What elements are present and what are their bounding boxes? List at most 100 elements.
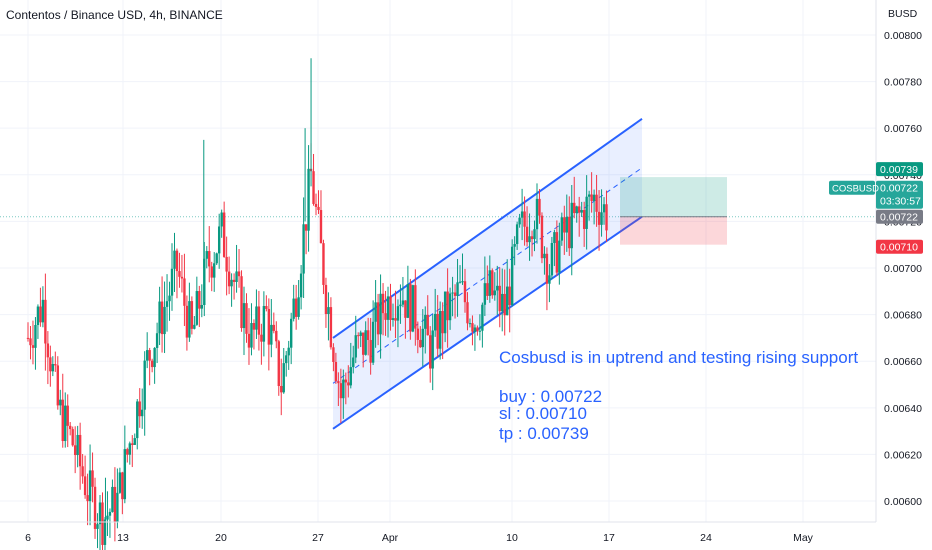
candle-body <box>88 470 92 502</box>
candle-body <box>560 217 564 241</box>
currency-label: BUSD <box>888 8 918 20</box>
symbol-tag-label: COSBUSD <box>832 184 879 195</box>
candle-body <box>217 226 221 254</box>
candle-body <box>533 229 536 240</box>
candle-body <box>506 286 509 316</box>
candle-body <box>289 318 293 348</box>
candle-body <box>605 204 608 231</box>
candle-body <box>101 502 104 545</box>
candle-body <box>96 524 99 529</box>
candle-body <box>389 296 392 321</box>
candle-body <box>471 323 474 332</box>
candle-body <box>424 314 427 329</box>
candle-body <box>347 382 350 386</box>
candle-body <box>240 276 243 329</box>
candle-body <box>376 302 380 335</box>
candle-body <box>165 301 169 307</box>
candle-body <box>431 330 434 369</box>
candle-body <box>245 303 248 334</box>
candle-body <box>41 299 45 323</box>
time-tick-label: 24 <box>700 532 712 544</box>
candle-body <box>590 194 593 201</box>
candle-body <box>501 293 504 312</box>
channel-lower-line[interactable] <box>332 215 643 430</box>
candle-body <box>113 486 117 522</box>
candle-body <box>81 466 84 477</box>
price-tick-label: 0.00660 <box>884 356 922 368</box>
candle-body <box>64 405 67 442</box>
candle-body <box>319 210 323 244</box>
candle-body <box>550 242 554 276</box>
price-tick-label: 0.00680 <box>884 310 922 322</box>
candle-body <box>438 311 442 349</box>
candle-body <box>242 303 246 329</box>
profit-zone[interactable] <box>620 177 727 217</box>
candle-body <box>466 302 469 324</box>
candle-body <box>312 171 315 204</box>
channel-upper-line[interactable] <box>332 118 643 339</box>
price-tick-label: 0.00600 <box>884 496 922 508</box>
chart-title: Contentos / Binance USD, 4h, BINANCE <box>6 8 223 22</box>
candle-body <box>205 251 208 259</box>
candle-body <box>188 301 191 338</box>
loss-zone[interactable] <box>620 216 727 245</box>
candle-body <box>235 271 238 282</box>
candle-body <box>282 363 285 393</box>
sl-price-tag-label: 0.00710 <box>880 242 918 254</box>
candle-body <box>86 495 89 502</box>
candle-body <box>183 278 186 306</box>
note-line-3: sl : 0.00710 <box>499 404 587 423</box>
candle-body <box>141 409 144 417</box>
candle-body <box>143 360 146 410</box>
candle-body <box>582 210 586 229</box>
candle-body <box>190 301 194 329</box>
candle-body <box>429 335 432 369</box>
candle-body <box>252 323 256 330</box>
candle-body <box>280 385 283 393</box>
candle-body <box>31 345 35 348</box>
candle-body <box>473 327 477 332</box>
candle-body <box>381 293 385 314</box>
candle-body <box>578 206 581 213</box>
candle-body <box>225 256 228 272</box>
candle-body <box>307 168 310 231</box>
time-tick-label: 6 <box>25 532 31 544</box>
candle-body <box>426 314 429 336</box>
candle-body <box>46 343 50 358</box>
candle-body <box>352 357 355 368</box>
candle-body <box>131 443 134 445</box>
candle-body <box>98 502 102 525</box>
candle-body <box>230 279 233 287</box>
candle-body <box>597 211 601 225</box>
candle-body <box>361 332 365 355</box>
candle-body <box>160 301 164 335</box>
candle-body <box>456 282 459 296</box>
candle-body <box>168 295 171 302</box>
candle-body <box>366 330 370 340</box>
candle-body <box>573 202 576 214</box>
candle-body <box>136 401 139 439</box>
candle-body <box>262 306 266 342</box>
candle-body <box>558 240 561 273</box>
candle-body <box>503 293 506 316</box>
candle-body <box>148 350 151 361</box>
candle-body <box>443 291 447 334</box>
symbol-tag[interactable] <box>829 180 875 195</box>
candle-body <box>553 232 556 243</box>
entry-price-tag <box>876 209 923 224</box>
candles <box>26 58 608 550</box>
candle-body <box>587 194 591 197</box>
candle-body <box>26 337 30 339</box>
candle-body <box>592 194 596 201</box>
candle-body <box>69 425 72 430</box>
candle-body <box>493 290 496 296</box>
candle-body <box>508 286 511 306</box>
candle-body <box>441 311 444 334</box>
candle-body <box>297 297 300 317</box>
candle-body <box>294 298 298 317</box>
long-position-tool[interactable] <box>620 177 727 245</box>
candle-body <box>384 313 387 320</box>
candle-body <box>580 210 583 213</box>
time-tick-label: 17 <box>603 532 615 544</box>
